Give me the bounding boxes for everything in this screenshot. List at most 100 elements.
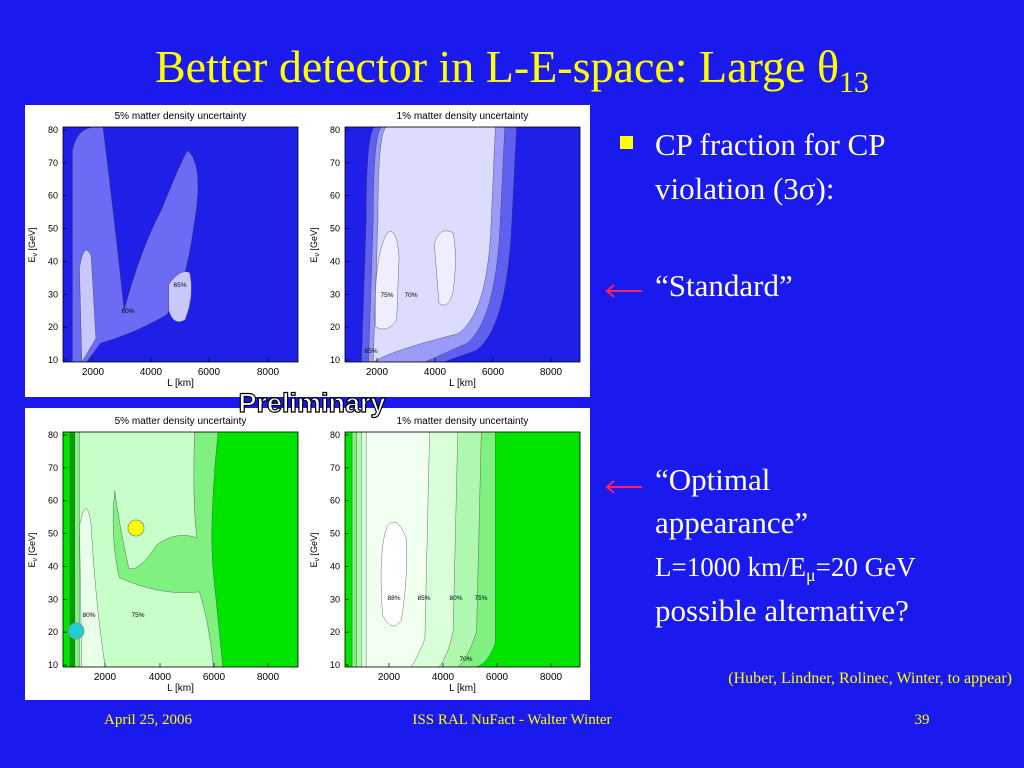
y-tick-label: 10 — [330, 355, 340, 365]
plot-frame — [344, 431, 581, 668]
contour-label: 60% — [121, 308, 134, 315]
x-tick-label: 8000 — [540, 672, 563, 683]
contour-label: 88% — [387, 595, 400, 602]
y-tick-label: 30 — [330, 594, 340, 604]
marker-yellow — [127, 519, 145, 537]
x-tick-label: 6000 — [486, 672, 509, 683]
y-tick-label: 80 — [48, 125, 58, 135]
y-tick-label: 60 — [330, 191, 340, 201]
contour-label: 80% — [449, 595, 462, 602]
bullet-line: violation (3σ): — [655, 171, 834, 206]
y-label-unit: [GeV] — [309, 227, 319, 253]
plot-frame — [62, 431, 299, 668]
contour-label: 75% — [474, 595, 487, 602]
y-tick-label: 60 — [330, 496, 340, 506]
y-tick-label: 20 — [330, 322, 340, 332]
contour-plot — [63, 432, 298, 667]
panel: 5% matter density uncertainty L [km] Eν [G… — [27, 111, 299, 389]
contour-label: 65% — [173, 282, 186, 289]
detail-text: L=1000 km/E — [655, 552, 806, 582]
y-tick-label: 80 — [330, 430, 340, 440]
panel-title: 1% matter density uncertainty — [397, 111, 529, 122]
y-label-subscript: ν — [32, 253, 39, 257]
plot-frame — [62, 126, 299, 363]
contour-label: 85% — [417, 595, 430, 602]
label-optimal: “Optimal — [655, 462, 770, 497]
slide-title: Better detector in L-E-space: Large θ13 — [155, 41, 869, 99]
detail-subscript: μ — [806, 565, 816, 585]
x-tick-label: 8000 — [257, 672, 280, 683]
y-label-main: E — [309, 257, 319, 263]
label-question: possible alternative? — [655, 593, 909, 628]
y-tick-label: 40 — [48, 256, 58, 266]
y-label-unit: [GeV] — [27, 227, 37, 253]
y-tick-label: 20 — [48, 627, 58, 637]
contour-plot — [63, 127, 298, 362]
y-tick-label: 40 — [48, 561, 58, 571]
contour-region — [79, 508, 105, 667]
y-axis-label: Eν [GeV] — [27, 532, 39, 567]
y-tick-label: 70 — [48, 158, 58, 168]
y-tick-label: 10 — [48, 355, 58, 365]
panel-title: 1% matter density uncertainty — [397, 416, 529, 427]
x-tick-label: 6000 — [198, 367, 221, 378]
x-tick-label: 4000 — [149, 672, 172, 683]
y-tick-label: 80 — [48, 430, 58, 440]
x-axis-label: L [km] — [449, 683, 476, 694]
y-label-unit: [GeV] — [27, 532, 37, 558]
y-tick-label: 50 — [48, 529, 58, 539]
x-axis-label: L [km] — [167, 683, 194, 694]
arrow — [605, 284, 642, 298]
panel: 1% matter density uncertainty L [km] Eν [G… — [309, 416, 581, 694]
y-axis-label: Eν [GeV] — [27, 227, 39, 262]
bullet-marker — [620, 136, 633, 149]
panels: 5% matter density uncertainty L [km] Eν [G… — [27, 111, 581, 694]
x-tick-label: 2000 — [82, 367, 105, 378]
contour-region — [79, 250, 95, 362]
y-label-subscript: ν — [314, 253, 321, 257]
y-tick-label: 80 — [330, 125, 340, 135]
footer-center: ISS RAL NuFact - Walter Winter — [412, 712, 611, 728]
detail-text: =20 GeV — [816, 552, 916, 582]
y-tick-label: 50 — [330, 529, 340, 539]
y-tick-label: 30 — [48, 594, 58, 604]
x-tick-label: 4000 — [424, 367, 447, 378]
contour-label: 75% — [131, 612, 144, 619]
contour-region — [169, 272, 192, 322]
x-tick-label: 6000 — [203, 672, 226, 683]
bullet-line: CP fraction for CP — [655, 127, 885, 162]
x-tick-label: 8000 — [540, 367, 563, 378]
y-tick-label: 20 — [330, 627, 340, 637]
panel: 5% matter density uncertainty L [km] Eν [G… — [27, 416, 299, 694]
x-tick-label: 8000 — [257, 367, 280, 378]
contour-plot — [345, 127, 580, 362]
x-tick-label: 6000 — [482, 367, 505, 378]
contour-label: 65% — [364, 348, 377, 355]
contour-region — [434, 231, 455, 305]
x-tick-label: 4000 — [432, 672, 455, 683]
x-tick-label: 2000 — [94, 672, 117, 683]
x-axis-label: L [km] — [167, 378, 194, 389]
y-tick-label: 50 — [330, 224, 340, 234]
x-tick-label: 4000 — [140, 367, 163, 378]
y-tick-label: 40 — [330, 256, 340, 266]
contour-region — [375, 231, 399, 329]
y-axis-label: Eν [GeV] — [309, 227, 321, 262]
footer-date: April 25, 2006 — [104, 712, 192, 728]
y-tick-label: 70 — [48, 463, 58, 473]
y-tick-label: 30 — [48, 289, 58, 299]
y-tick-label: 60 — [48, 191, 58, 201]
contour-label: 75% — [380, 292, 393, 299]
arrow — [605, 480, 642, 494]
x-tick-label: 2000 — [366, 367, 389, 378]
panel: 1% matter density uncertainty L [km] Eν [G… — [309, 111, 581, 389]
citation: (Huber, Lindner, Rolinec, Winter, to app… — [728, 670, 1012, 687]
footer-page: 39 — [915, 712, 930, 728]
panel-title: 5% matter density uncertainty — [115, 416, 247, 427]
y-tick-label: 60 — [48, 496, 58, 506]
y-tick-label: 50 — [48, 224, 58, 234]
y-tick-label: 10 — [48, 660, 58, 670]
y-tick-label: 70 — [330, 158, 340, 168]
y-label-main: E — [309, 562, 319, 568]
